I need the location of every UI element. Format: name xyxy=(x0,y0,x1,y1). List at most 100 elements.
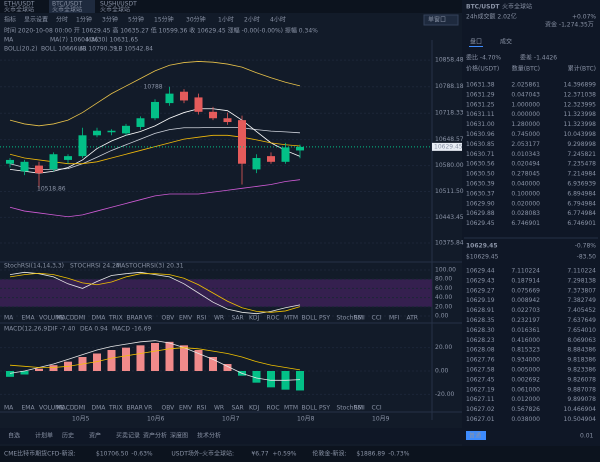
indicator-tab[interactable]: TRIX xyxy=(108,315,123,322)
macd-legend: MACD(12,26,9) xyxy=(4,326,50,333)
depth-select[interactable]: 0.01 xyxy=(580,433,594,440)
indicator-tab[interactable]: VOLUME xyxy=(39,405,64,412)
bottom-tab[interactable]: 自选 xyxy=(8,432,20,440)
indicator-tab[interactable]: VR xyxy=(144,405,152,412)
indicator-tab[interactable]: StochRSI xyxy=(337,315,364,322)
indicator-tab[interactable]: BRAR xyxy=(127,315,143,322)
indicator-tab[interactable]: KDJ xyxy=(249,405,260,412)
indicator-tab[interactable]: MTM xyxy=(284,405,298,412)
order-cell: 10630.39 xyxy=(466,181,495,188)
indicator-tab[interactable]: EMV xyxy=(179,405,193,412)
order-cell: 0.061000 xyxy=(511,386,540,393)
indicator-tab[interactable]: KDJ xyxy=(249,315,260,322)
indicator-tab[interactable]: MA xyxy=(4,405,14,412)
indicator-tab[interactable]: PSY xyxy=(319,315,330,322)
bottom-tab[interactable]: 资产分析 xyxy=(143,432,167,440)
indicator-tab[interactable]: DMA xyxy=(92,315,107,322)
indicator-tab[interactable]: MFI xyxy=(389,315,400,322)
toolbar-item[interactable]: 显示设置 xyxy=(24,16,48,24)
y-tick-label: 10648.57 xyxy=(435,136,464,143)
indicator-tab[interactable]: MTM xyxy=(284,315,298,322)
order-cell: 0.002692 xyxy=(511,376,540,383)
column-header: 价格(USDT) xyxy=(466,65,499,73)
indicator-tab[interactable]: OBV xyxy=(162,315,176,322)
indicator-tab[interactable]: RSI xyxy=(197,315,207,322)
mid-line xyxy=(9,126,301,170)
toolbar-item[interactable]: 3分钟 xyxy=(102,16,118,24)
macd-bar xyxy=(107,350,116,371)
toolbar-item[interactable]: 2小时 xyxy=(244,16,260,24)
indicator-tab[interactable]: DMA xyxy=(92,405,107,412)
panel-pct: -0.78% xyxy=(575,243,597,250)
order-cell: 10630.56 xyxy=(466,161,495,168)
indicator-tab[interactable]: OBV xyxy=(162,405,176,412)
indicator-tab[interactable]: DMI xyxy=(74,315,86,322)
indicator-tab[interactable]: SAR xyxy=(232,405,244,412)
bottom-tab[interactable]: 技术分析 xyxy=(197,432,221,440)
indicator-tab[interactable]: WR xyxy=(214,315,224,322)
indicator-tab[interactable]: SMI xyxy=(354,315,365,322)
toolbar-item[interactable]: 分时 xyxy=(56,16,68,24)
candle-body xyxy=(20,161,29,172)
y-tick-label: 0.00 xyxy=(435,313,449,320)
indicator-tab[interactable]: VR xyxy=(144,315,152,322)
indicator-tab[interactable]: VOLUME xyxy=(39,315,64,322)
toolbar-item[interactable]: 1小时 xyxy=(218,16,234,24)
macd-bar xyxy=(296,371,304,391)
toolbar-item[interactable]: 4小时 xyxy=(270,16,286,24)
panel-tab[interactable]: 盘口 xyxy=(470,38,482,46)
bottom-tab[interactable]: 买卖记录 xyxy=(116,432,140,440)
indicator-tab[interactable]: PSY xyxy=(319,405,330,412)
toolbar-item[interactable]: 15分钟 xyxy=(154,16,174,24)
indicator-tab[interactable]: MA xyxy=(4,315,14,322)
tab-symbol[interactable]: ETH/USDT xyxy=(4,1,35,8)
panel-tab[interactable]: 成交 xyxy=(500,38,512,46)
indicator-tab[interactable]: MACD xyxy=(57,315,75,322)
toolbar-item[interactable]: 5分钟 xyxy=(128,16,144,24)
indicator-tab[interactable]: ATR xyxy=(407,315,418,322)
order-cell: 0.567826 xyxy=(511,406,540,413)
y-tick-label: 10788.18 xyxy=(435,83,464,90)
indicator-tab[interactable]: CCI xyxy=(372,405,382,412)
indicator-tab[interactable]: MACD xyxy=(57,405,75,412)
indicator-tab[interactable]: BOLL xyxy=(302,405,318,412)
order-cell: 10629.43 xyxy=(466,277,495,284)
indicator-tab[interactable]: BOLL xyxy=(302,315,318,322)
indicator-tab[interactable]: SMI xyxy=(354,405,365,412)
indicator-tab[interactable]: RSI xyxy=(197,405,207,412)
tab-symbol[interactable]: SUSHI/USDT xyxy=(100,1,137,8)
order-cell: 0.232197 xyxy=(511,317,540,324)
indicator-tab[interactable]: EMV xyxy=(179,315,193,322)
toolbar-item[interactable]: 1分钟 xyxy=(76,16,92,24)
indicator-tab[interactable]: WR xyxy=(214,405,224,412)
indicator-tab[interactable]: EMA xyxy=(22,405,36,412)
toolbar-item[interactable]: 30分钟 xyxy=(186,16,206,24)
bottom-tabs-bg xyxy=(0,428,462,444)
order-cell: 10631.38 xyxy=(466,82,495,89)
lb-line xyxy=(9,179,301,218)
candle-body xyxy=(78,135,87,157)
bottom-tab[interactable]: 计划单 xyxy=(35,432,53,440)
bottom-tab[interactable]: 资产 xyxy=(89,432,101,440)
tab-symbol[interactable]: BTC/USDT xyxy=(52,1,82,8)
macd-bar xyxy=(93,353,101,371)
indicator-tab[interactable]: DMI xyxy=(74,405,86,412)
indicator-tab[interactable]: EMA xyxy=(22,315,36,322)
indicator-tab[interactable]: ROC xyxy=(267,405,280,412)
window-label[interactable]: 单窗口 xyxy=(428,16,446,24)
bottom-tab[interactable]: 深度图 xyxy=(170,432,188,440)
indicator-tab[interactable]: ROC xyxy=(267,315,280,322)
order-cell: 7.245821 xyxy=(567,151,596,158)
toolbar-item[interactable]: 指标 xyxy=(4,16,16,24)
indicator-tab[interactable]: SAR xyxy=(232,315,244,322)
order-cell: 6.746901 xyxy=(511,220,540,227)
last-price-tag xyxy=(432,142,462,151)
macd-bar xyxy=(35,368,43,371)
indicator-tab[interactable]: TRIX xyxy=(108,405,123,412)
indicator-tab[interactable]: StochRSI xyxy=(337,405,364,412)
depth-button[interactable]: 普通 xyxy=(469,432,481,440)
indicator-tab[interactable]: CCI xyxy=(372,315,382,322)
bottom-tab[interactable]: 历史 xyxy=(62,432,74,440)
order-cell: 0.022703 xyxy=(511,307,540,314)
indicator-tab[interactable]: BRAR xyxy=(127,405,143,412)
